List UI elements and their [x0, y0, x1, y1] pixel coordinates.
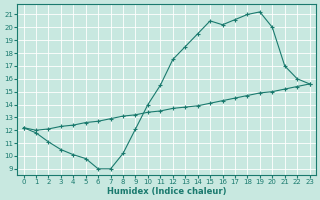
X-axis label: Humidex (Indice chaleur): Humidex (Indice chaleur)	[107, 187, 226, 196]
